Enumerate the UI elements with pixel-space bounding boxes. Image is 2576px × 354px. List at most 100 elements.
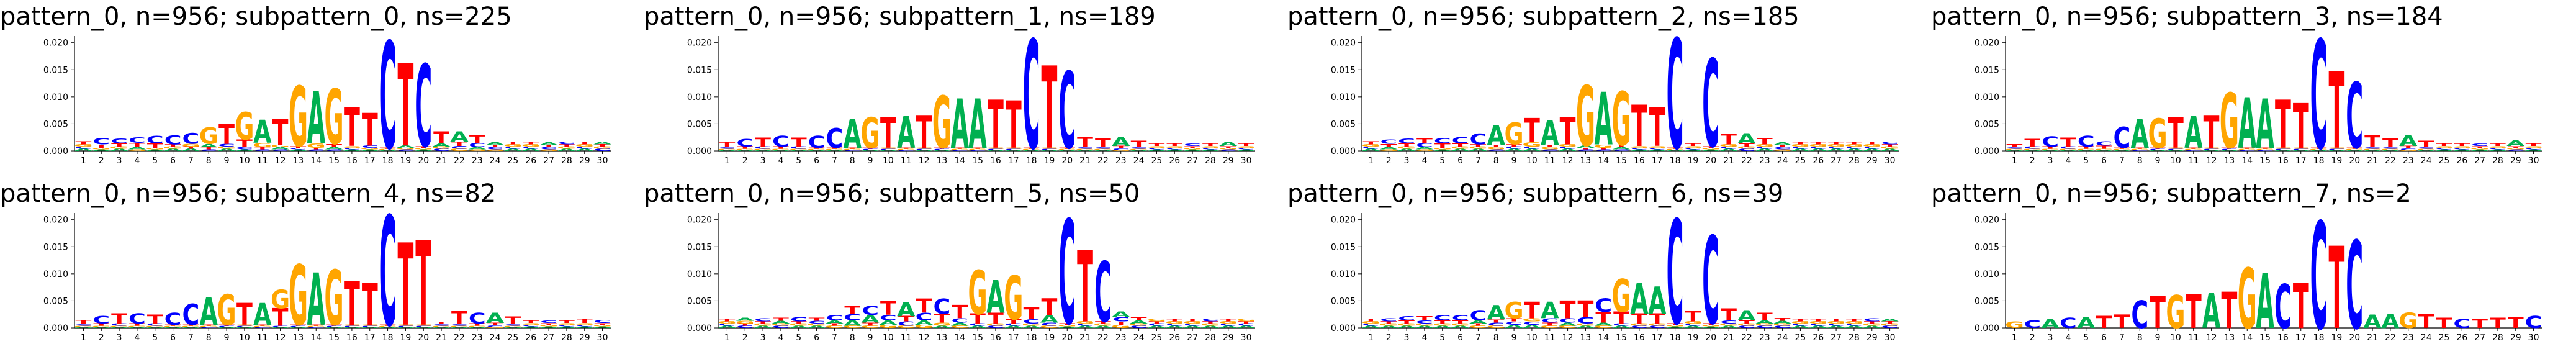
logo-letter-G: G <box>1058 324 1077 327</box>
logo-letter-G: G <box>2434 146 2454 148</box>
logo-letter-A: A <box>253 113 272 150</box>
logo-letter-T: T <box>1613 145 1630 148</box>
logo-letter-T: T <box>1577 147 1594 150</box>
logo-letter-C: C <box>1398 315 1415 322</box>
logo-letter-C: C <box>1845 323 1863 327</box>
x-tick-label: 16 <box>346 333 358 343</box>
x-tick-label: 29 <box>1867 156 1878 166</box>
logo-letter-T: T <box>415 146 432 148</box>
x-tick-label: 10 <box>2170 333 2181 343</box>
x-tick-label: 26 <box>1169 333 1180 343</box>
logo-letter-C: C <box>451 324 468 326</box>
logo-letter-C: C <box>522 324 539 327</box>
logo-letter-T: T <box>1488 145 1505 148</box>
logo-letter-C: C <box>236 325 253 327</box>
logo-letter-C: C <box>343 325 361 327</box>
logo-letter-G: G <box>968 259 988 329</box>
logo-letter-A: A <box>1130 150 1148 152</box>
logo-letter-A: A <box>1076 325 1094 329</box>
logo-letter-T: T <box>880 297 896 320</box>
x-tick-label: 21 <box>436 333 447 343</box>
logo-letter-A: A <box>217 327 236 329</box>
logo-letter-A: A <box>1702 149 1721 152</box>
logo-letter-T: T <box>1077 135 1093 150</box>
logo-letter-A: A <box>826 150 844 152</box>
x-tick-label: 4 <box>1421 333 1427 343</box>
x-tick-label: 29 <box>2510 156 2521 166</box>
x-tick-label: 24 <box>490 333 501 343</box>
x-tick-label: 10 <box>239 156 250 166</box>
logo-letter-G: G <box>771 148 790 150</box>
logo-letter-G: G <box>1236 318 1256 322</box>
logo-letter-G: G <box>986 147 1005 149</box>
x-tick-label: 27 <box>1831 333 1842 343</box>
logo-letter-A: A <box>844 112 862 158</box>
y-tick-label: 0.020 <box>43 39 68 48</box>
logo-letter-T: T <box>1434 142 1451 150</box>
logo-letter-T: T <box>1775 317 1791 322</box>
x-tick-label: 9 <box>2155 333 2161 343</box>
logo-letter-A: A <box>1630 275 1649 324</box>
x-tick-label: 9 <box>868 333 873 343</box>
logo-letter-C: C <box>1362 323 1380 327</box>
logo-letter-A: A <box>1022 150 1041 152</box>
logo-letter-G: G <box>896 148 916 150</box>
logo-letter-G: G <box>2327 147 2346 149</box>
logo-letter-C: C <box>1809 323 1827 327</box>
logo-letter-T: T <box>1613 309 1630 328</box>
logo-letter-C: C <box>1470 130 1487 148</box>
logo-letter-T: T <box>862 147 879 149</box>
logo-letter-C: C <box>182 130 200 148</box>
logo-letter-A: A <box>1648 149 1667 152</box>
logo-letter-A: A <box>235 149 254 152</box>
logo-letter-G: G <box>467 149 487 152</box>
logo-letter-G: G <box>1791 321 1810 325</box>
logo-letter-T: T <box>1703 323 1719 325</box>
x-tick-label: 10 <box>1526 333 1538 343</box>
x-tick-label: 21 <box>1079 333 1091 343</box>
x-tick-label: 28 <box>2492 333 2503 343</box>
logo-letter-T: T <box>1006 88 1022 163</box>
logo-letter-G: G <box>557 146 576 150</box>
logo-letter-T: T <box>2490 315 2506 331</box>
x-tick-label: 22 <box>454 156 465 166</box>
logo-letter-C: C <box>969 323 986 327</box>
logo-letter-G: G <box>217 286 236 335</box>
logo-letter-C: C <box>200 327 217 329</box>
logo-letter-T: T <box>2418 311 2434 333</box>
x-tick-label: 29 <box>1223 156 1234 166</box>
logo-letter-G: G <box>2398 150 2418 152</box>
logo-letter-T: T <box>2186 286 2202 340</box>
logo-letter-C: C <box>1756 325 1773 329</box>
logo-letter-G: G <box>1183 147 1202 150</box>
logo-letter-C: C <box>1041 322 1058 327</box>
logo-letter-C: C <box>2436 147 2453 150</box>
x-tick-label: 28 <box>561 333 572 343</box>
logo-letter-C: C <box>1845 146 1863 150</box>
logo-letter-T: T <box>719 140 736 149</box>
logo-letter-C: C <box>1362 146 1380 150</box>
logo-letter-A: A <box>736 317 754 322</box>
logo-letter-A: A <box>2077 150 2096 152</box>
x-tick-label: 15 <box>2259 333 2271 343</box>
logo-letter-A: A <box>361 149 379 152</box>
logo-letter-C: C <box>2149 148 2166 150</box>
logo-letter-G: G <box>1522 141 1541 148</box>
logo-letter-A: A <box>539 326 558 329</box>
x-tick-label: 28 <box>561 156 572 166</box>
logo-letter-T: T <box>1166 143 1183 147</box>
x-tick-label: 9 <box>224 333 230 343</box>
logo-letter-G: G <box>307 142 326 150</box>
logo-letter-T: T <box>362 272 378 338</box>
logo-letter-T: T <box>2490 143 2506 147</box>
logo-letter-T: T <box>2436 315 2452 331</box>
logo-letter-G: G <box>2398 309 2418 334</box>
logo-letter-T: T <box>898 147 915 149</box>
logo-letter-G: G <box>1773 149 1792 152</box>
x-tick-label: 27 <box>2474 333 2485 343</box>
logo-letter-T: T <box>1238 143 1255 147</box>
logo-letter-A: A <box>1451 148 1469 152</box>
logo-panel-subpattern-2: pattern_0, n=956; subpattern_2, ns=185 0… <box>1287 0 1931 183</box>
logo-letter-C: C <box>1881 141 1899 145</box>
logo-letter-G: G <box>521 144 541 148</box>
